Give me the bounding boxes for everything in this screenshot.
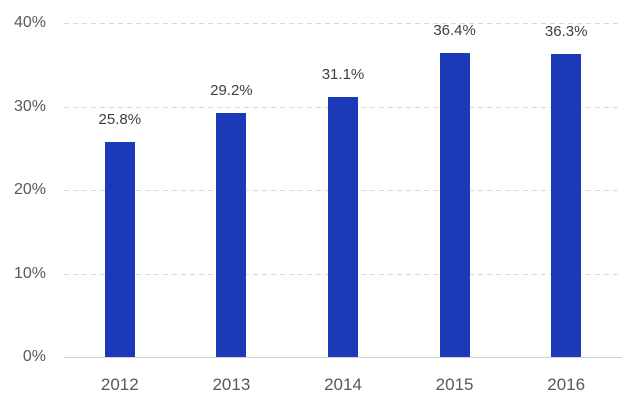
x-axis-category-label: 2016 xyxy=(547,375,586,394)
y-axis-tick-label: 30% xyxy=(13,97,46,115)
x-axis-line xyxy=(64,357,622,358)
y-axis-tick-label: 10% xyxy=(13,264,46,282)
bar-2013 xyxy=(216,113,247,357)
bar-2012 xyxy=(104,141,135,357)
bar-value-label: 31.1% xyxy=(321,66,365,84)
y-axis-tick-label: 0% xyxy=(22,348,46,365)
bar-value-label: 36.4% xyxy=(433,22,476,40)
x-axis-category-label: 2013 xyxy=(212,375,251,394)
bar-2016 xyxy=(551,53,582,357)
y-axis-tick-label: 20% xyxy=(13,181,46,198)
x-axis-category-label: 2014 xyxy=(324,375,362,394)
bar-2015 xyxy=(439,53,470,357)
y-axis-tick-label: 40% xyxy=(13,14,46,31)
x-axis-category-label: 2012 xyxy=(100,375,139,394)
bar-value-label: 29.2% xyxy=(210,82,253,100)
x-axis-category-label: 2015 xyxy=(435,375,474,394)
bar-value-label: 36.3% xyxy=(544,22,588,40)
bar-2014 xyxy=(328,97,358,357)
gridline-40% xyxy=(64,23,622,24)
bar-value-label: 25.8% xyxy=(98,110,142,128)
